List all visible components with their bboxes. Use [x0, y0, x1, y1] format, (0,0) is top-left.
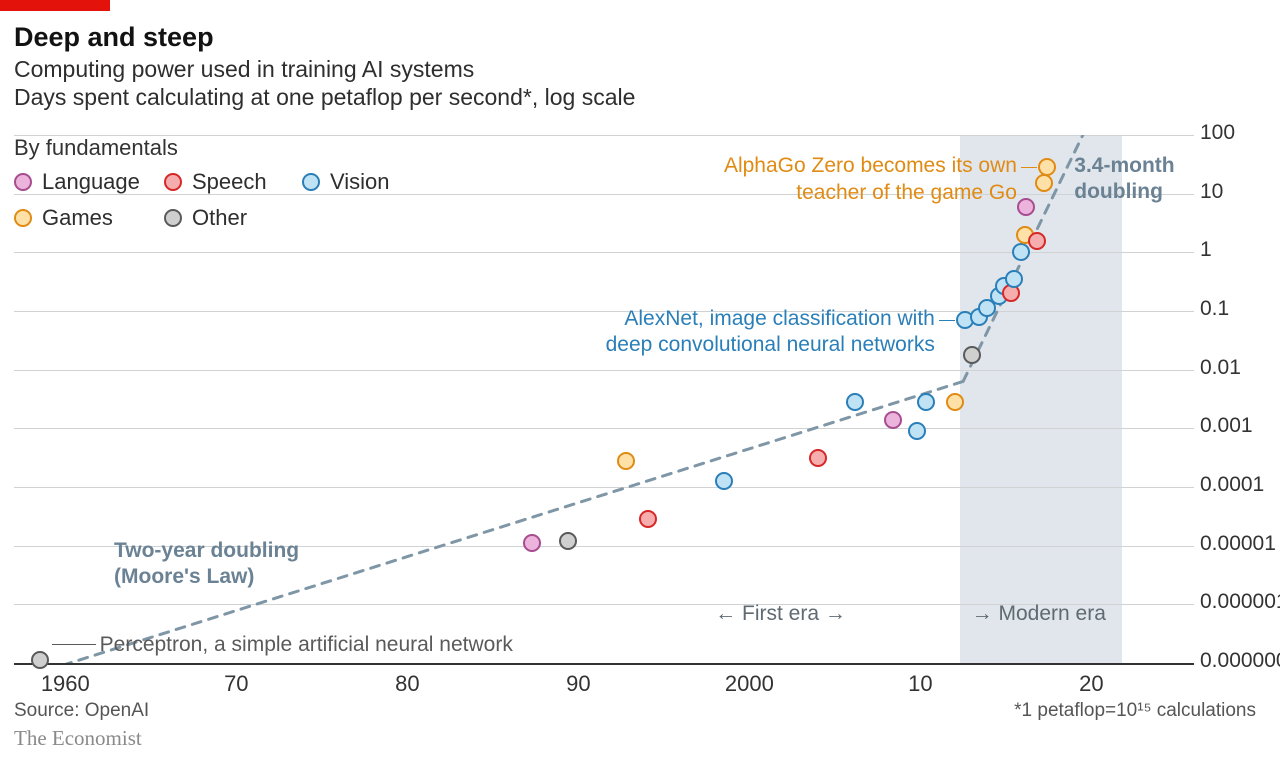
legend-dot-icon	[14, 173, 32, 191]
gridline	[14, 663, 1194, 665]
y-tick-label: 0.000001	[1200, 590, 1280, 614]
data-point	[963, 346, 981, 364]
data-point	[1005, 270, 1023, 288]
x-tick-label: 90	[566, 671, 590, 697]
data-point	[1038, 158, 1056, 176]
x-tick-label: 80	[395, 671, 419, 697]
first-era-label: ← First era →	[715, 602, 846, 626]
chart-subtitle: Computing power used in training AI syst…	[14, 56, 474, 83]
y-tick-label: 1	[1200, 238, 1212, 262]
annotation-alexnet: AlexNet, image classification withdeep c…	[606, 306, 935, 359]
x-tick-label: 70	[224, 671, 248, 697]
legend-item-speech: Speech	[164, 169, 267, 195]
legend-title: By fundamentals	[14, 135, 178, 161]
legend-label: Language	[42, 169, 140, 195]
data-point	[639, 510, 657, 528]
source-text: Source: OpenAI	[14, 700, 149, 722]
data-point	[1028, 232, 1046, 250]
brand-tab	[0, 0, 110, 11]
data-point	[31, 651, 49, 669]
legend-label: Vision	[330, 169, 390, 195]
x-tick-label: 10	[908, 671, 932, 697]
legend-dot-icon	[14, 209, 32, 227]
legend-item-games: Games	[14, 205, 113, 231]
y-tick-label: 0.001	[1200, 414, 1253, 438]
data-point	[559, 532, 577, 550]
x-tick-label: 2000	[725, 671, 774, 697]
data-point	[917, 393, 935, 411]
scatter-plot: 1001010.10.010.0010.00010.000010.0000010…	[14, 135, 1194, 663]
data-point	[523, 534, 541, 552]
data-point	[1012, 243, 1030, 261]
y-tick-label: 10	[1200, 180, 1223, 204]
legend-label: Speech	[192, 169, 267, 195]
leader-line	[939, 320, 955, 321]
x-tick-label: 20	[1079, 671, 1103, 697]
y-tick-label: 0.0000001	[1200, 649, 1280, 673]
data-point	[715, 472, 733, 490]
legend-label: Other	[192, 205, 247, 231]
legend-dot-icon	[302, 173, 320, 191]
legend-item-other: Other	[164, 205, 247, 231]
data-point	[809, 449, 827, 467]
annotation-perceptron: Perceptron, a simple artificial neural n…	[100, 632, 513, 658]
y-tick-label: 0.0001	[1200, 473, 1264, 497]
annotation-moore-label: Two-year doubling(Moore's Law)	[114, 538, 299, 591]
data-point	[1035, 174, 1053, 192]
data-point	[908, 422, 926, 440]
x-tick-label: 1960	[41, 671, 90, 697]
chart-title: Deep and steep	[14, 22, 214, 53]
legend-label: Games	[42, 205, 113, 231]
leader-line	[1021, 167, 1037, 168]
leader-line	[52, 644, 96, 645]
legend-item-language: Language	[14, 169, 140, 195]
chart-subtitle2: Days spent calculating at one petaflop p…	[14, 84, 635, 111]
legend-item-vision: Vision	[302, 169, 390, 195]
legend-dot-icon	[164, 173, 182, 191]
annotation-alphago: AlphaGo Zero becomes its ownteacher of t…	[724, 153, 1017, 206]
annotation-modern-label: 3.4-monthdoubling	[1074, 153, 1174, 206]
data-point	[1017, 198, 1035, 216]
y-tick-label: 0.1	[1200, 297, 1229, 321]
data-point	[846, 393, 864, 411]
brand-text: The Economist	[14, 726, 142, 751]
modern-era-label: → Modern era	[972, 602, 1106, 626]
y-tick-label: 0.01	[1200, 356, 1241, 380]
footnote-text: *1 petaflop=10¹⁵ calculations	[1014, 700, 1256, 722]
y-tick-label: 100	[1200, 121, 1235, 145]
legend-dot-icon	[164, 209, 182, 227]
data-point	[946, 393, 964, 411]
y-tick-label: 0.00001	[1200, 532, 1276, 556]
data-point	[884, 411, 902, 429]
data-point	[617, 452, 635, 470]
